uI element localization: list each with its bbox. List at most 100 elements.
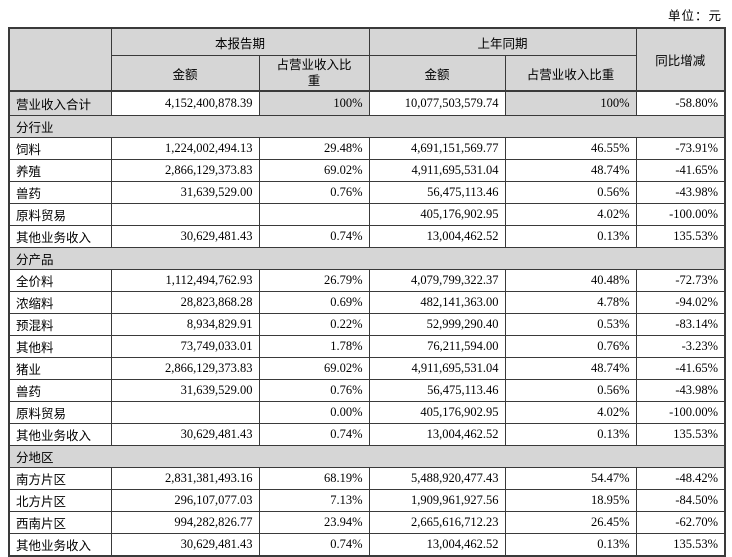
current-pct-cell: 26.79% bbox=[258, 269, 370, 292]
prior-pct-cell: 0.13% bbox=[504, 533, 637, 557]
yoy-cell: -48.42% bbox=[635, 467, 726, 490]
current-pct-cell: 1.78% bbox=[258, 335, 370, 358]
row-label-cell: 兽药 bbox=[8, 181, 112, 204]
current-amount-cell: 4,152,400,878.39 bbox=[110, 90, 260, 116]
prior-pct-cell: 0.56% bbox=[504, 181, 637, 204]
current-amount-cell: 31,639,529.00 bbox=[110, 379, 260, 402]
header-prior-period: 上年同期 bbox=[368, 27, 637, 56]
prior-amount-cell: 482,141,363.00 bbox=[368, 291, 506, 314]
current-pct-cell: 0.76% bbox=[258, 379, 370, 402]
prior-pct-cell: 0.76% bbox=[504, 335, 637, 358]
yoy-cell: -73.91% bbox=[635, 137, 726, 160]
table-row: 其他料 73,749,033.01 1.78% 76,211,594.00 0.… bbox=[8, 335, 726, 358]
yoy-cell: -62.70% bbox=[635, 511, 726, 534]
header-current-period: 本报告期 bbox=[110, 27, 370, 56]
prior-amount-cell: 2,665,616,712.23 bbox=[368, 511, 506, 534]
row-label-cell: 其他料 bbox=[8, 335, 112, 358]
yoy-cell: -41.65% bbox=[635, 357, 726, 380]
section-header-row: 分行业 bbox=[8, 115, 726, 138]
current-pct-cell: 0.74% bbox=[258, 423, 370, 446]
row-label-cell: 其他业务收入 bbox=[8, 225, 112, 248]
row-label-cell: 原料贸易 bbox=[8, 401, 112, 424]
table-row: 全价料 1,112,494,762.93 26.79% 4,079,799,32… bbox=[8, 269, 726, 292]
section-header-row: 分地区 bbox=[8, 445, 726, 468]
prior-amount-cell: 405,176,902.95 bbox=[368, 401, 506, 424]
current-pct-cell: 23.94% bbox=[258, 511, 370, 534]
prior-amount-cell: 10,077,503,579.74 bbox=[368, 90, 506, 116]
current-pct-cell: 0.74% bbox=[258, 225, 370, 248]
prior-pct-cell: 100% bbox=[504, 90, 637, 116]
section-title-cell: 分地区 bbox=[8, 445, 726, 468]
prior-amount-cell: 405,176,902.95 bbox=[368, 203, 506, 226]
prior-amount-cell: 4,911,695,531.04 bbox=[368, 159, 506, 182]
header-current-pct: 占营业收入比重 bbox=[258, 55, 370, 92]
table-row: 其他业务收入 30,629,481.43 0.74% 13,004,462.52… bbox=[8, 533, 726, 557]
table-row: 养殖 2,866,129,373.83 69.02% 4,911,695,531… bbox=[8, 159, 726, 182]
current-amount-cell: 8,934,829.91 bbox=[110, 313, 260, 336]
header-row-periods: 本报告期 上年同期 同比增减 bbox=[8, 27, 726, 92]
table-row: 西南片区 994,282,826.77 23.94% 2,665,616,712… bbox=[8, 511, 726, 534]
current-amount-cell: 2,831,381,493.16 bbox=[110, 467, 260, 490]
row-label-cell: 预混料 bbox=[8, 313, 112, 336]
yoy-cell: -83.14% bbox=[635, 313, 726, 336]
current-pct-cell: 0.76% bbox=[258, 181, 370, 204]
table-row: 其他业务收入 30,629,481.43 0.74% 13,004,462.52… bbox=[8, 225, 726, 248]
current-pct-cell: 69.02% bbox=[258, 357, 370, 380]
row-label-cell: 原料贸易 bbox=[8, 203, 112, 226]
current-amount-cell: 28,823,868.28 bbox=[110, 291, 260, 314]
yoy-cell: -100.00% bbox=[635, 203, 726, 226]
revenue-breakdown-table: 本报告期 上年同期 同比增减 金额 占营业收入比重 金额 占营业收入比重 营业收… bbox=[8, 27, 727, 557]
prior-pct-cell: 40.48% bbox=[504, 269, 637, 292]
prior-amount-cell: 76,211,594.00 bbox=[368, 335, 506, 358]
yoy-cell: 135.53% bbox=[635, 423, 726, 446]
yoy-cell: -100.00% bbox=[635, 401, 726, 424]
row-label-cell: 营业收入合计 bbox=[8, 90, 112, 116]
table-row: 猪业 2,866,129,373.83 69.02% 4,911,695,531… bbox=[8, 357, 726, 380]
current-pct-cell: 0.00% bbox=[258, 401, 370, 424]
current-amount-cell: 1,112,494,762.93 bbox=[110, 269, 260, 292]
prior-pct-cell: 48.74% bbox=[504, 159, 637, 182]
current-amount-cell bbox=[110, 203, 260, 226]
prior-pct-cell: 4.02% bbox=[504, 203, 637, 226]
yoy-cell: -41.65% bbox=[635, 159, 726, 182]
prior-pct-cell: 48.74% bbox=[504, 357, 637, 380]
header-yoy-change: 同比增减 bbox=[635, 27, 726, 92]
prior-pct-cell: 0.13% bbox=[504, 225, 637, 248]
current-amount-cell: 2,866,129,373.83 bbox=[110, 159, 260, 182]
row-label-cell: 西南片区 bbox=[8, 511, 112, 534]
yoy-cell: 135.53% bbox=[635, 533, 726, 557]
row-label-cell: 其他业务收入 bbox=[8, 533, 112, 557]
current-amount-cell: 30,629,481.43 bbox=[110, 423, 260, 446]
table-row: 兽药 31,639,529.00 0.76% 56,475,113.46 0.5… bbox=[8, 379, 726, 402]
prior-amount-cell: 4,079,799,322.37 bbox=[368, 269, 506, 292]
current-pct-cell: 0.22% bbox=[258, 313, 370, 336]
section-title-cell: 分行业 bbox=[8, 115, 726, 138]
current-amount-cell: 31,639,529.00 bbox=[110, 181, 260, 204]
row-label-cell: 其他业务收入 bbox=[8, 423, 112, 446]
current-amount-cell: 30,629,481.43 bbox=[110, 533, 260, 557]
table-body: 营业收入合计 4,152,400,878.39 100% 10,077,503,… bbox=[8, 90, 726, 557]
yoy-cell: -72.73% bbox=[635, 269, 726, 292]
yoy-cell: -58.80% bbox=[635, 90, 726, 116]
current-pct-cell bbox=[258, 203, 370, 226]
corner-cell bbox=[8, 27, 112, 92]
current-pct-cell: 0.74% bbox=[258, 533, 370, 557]
table-row: 南方片区 2,831,381,493.16 68.19% 5,488,920,4… bbox=[8, 467, 726, 490]
table-row: 浓缩料 28,823,868.28 0.69% 482,141,363.00 4… bbox=[8, 291, 726, 314]
total-revenue-row: 营业收入合计 4,152,400,878.39 100% 10,077,503,… bbox=[8, 90, 726, 116]
table-row: 其他业务收入 30,629,481.43 0.74% 13,004,462.52… bbox=[8, 423, 726, 446]
current-pct-cell: 69.02% bbox=[258, 159, 370, 182]
header-row-measures: 金额 占营业收入比重 金额 占营业收入比重 bbox=[9, 55, 725, 92]
prior-pct-cell: 0.13% bbox=[504, 423, 637, 446]
current-pct-cell: 0.69% bbox=[258, 291, 370, 314]
current-amount-cell: 73,749,033.01 bbox=[110, 335, 260, 358]
unit-label: 单位：元 bbox=[667, 9, 722, 23]
current-amount-cell: 30,629,481.43 bbox=[110, 225, 260, 248]
current-amount-cell: 994,282,826.77 bbox=[110, 511, 260, 534]
row-label-cell: 猪业 bbox=[8, 357, 112, 380]
row-label-cell: 南方片区 bbox=[8, 467, 112, 490]
current-amount-cell bbox=[110, 401, 260, 424]
prior-pct-cell: 54.47% bbox=[504, 467, 637, 490]
prior-pct-cell: 0.53% bbox=[504, 313, 637, 336]
